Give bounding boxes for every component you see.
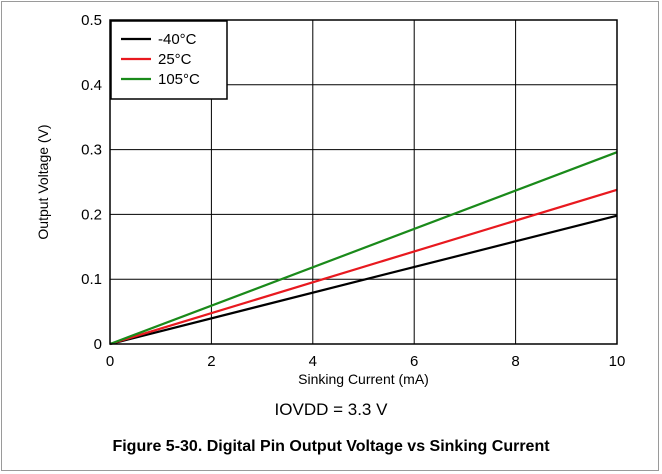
- condition-note: IOVDD = 3.3 V: [274, 400, 388, 419]
- x-tick-label-4: 8: [511, 353, 519, 370]
- x-tick-label-1: 2: [207, 353, 215, 370]
- plot-border: [109, 19, 618, 345]
- legend-label-0: -40°C: [158, 31, 197, 48]
- x-axis-label: Sinking Current (mA): [298, 371, 429, 387]
- legend-label-1: 25°C: [158, 51, 192, 68]
- legend: -40°C 25°C 105°C: [110, 20, 228, 100]
- y-tick-label-0: 0: [94, 336, 102, 353]
- x-tick-label-0: 0: [106, 353, 114, 370]
- y-tick-label-2: 0.2: [81, 206, 102, 223]
- y-tick-label-1: 0.1: [81, 271, 102, 288]
- y-axis-label: Output Voltage (V): [35, 124, 51, 239]
- series-line-1: [109, 188, 618, 346]
- x-tick-labels: 0 2 4 6 8 10: [106, 353, 626, 370]
- y-tick-label-5: 0.5: [81, 12, 102, 29]
- series-line-0: [109, 214, 618, 346]
- legend-label-2: 105°C: [158, 71, 200, 88]
- series-line-2: [109, 151, 618, 346]
- figure-caption: Figure 5-30. Digital Pin Output Voltage …: [112, 438, 550, 455]
- y-tick-labels: 0 0.1 0.2 0.3 0.4 0.5: [81, 12, 102, 353]
- series-lines: [109, 151, 618, 346]
- x-tick-label-3: 6: [410, 353, 418, 370]
- x-tick-label-2: 4: [309, 353, 317, 370]
- y-tick-label-4: 0.4: [81, 77, 102, 94]
- y-tick-label-3: 0.3: [81, 142, 102, 159]
- x-tick-label-5: 10: [609, 353, 626, 370]
